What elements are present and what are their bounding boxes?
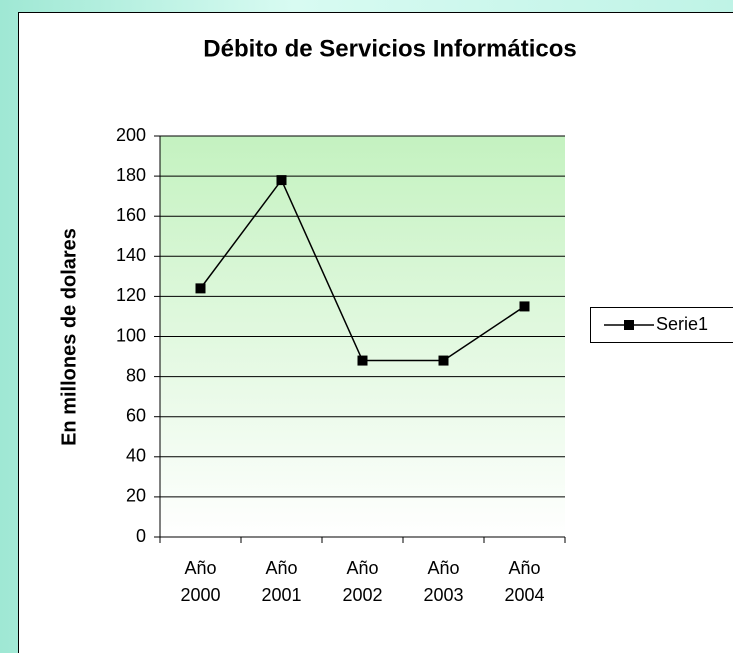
legend-marker bbox=[624, 320, 634, 330]
y-tick-label: 60 bbox=[126, 405, 146, 425]
chart-title: Débito de Servicios Informáticos bbox=[203, 35, 576, 62]
marker bbox=[276, 175, 287, 186]
x-tick-label: Año 2003 bbox=[423, 558, 464, 605]
y-tick-label: 120 bbox=[116, 285, 146, 305]
x-tick-label: Año 2000 bbox=[180, 558, 221, 605]
marker bbox=[438, 355, 449, 366]
y-axis-label: En millones de dolares bbox=[58, 228, 80, 446]
y-tick-label: 100 bbox=[116, 325, 146, 345]
legend-label: Serie1 bbox=[656, 314, 708, 334]
x-tick-label: Año 2002 bbox=[342, 558, 383, 605]
y-tick-label: 40 bbox=[126, 446, 146, 466]
marker bbox=[195, 283, 206, 294]
y-tick-label: 160 bbox=[116, 205, 146, 225]
y-tick-label: 20 bbox=[126, 486, 146, 506]
marker bbox=[519, 301, 530, 312]
y-tick-label: 200 bbox=[116, 125, 146, 145]
marker bbox=[357, 355, 368, 366]
y-tick-label: 80 bbox=[126, 365, 146, 385]
y-tick-label: 180 bbox=[116, 165, 146, 185]
y-tick-label: 140 bbox=[116, 245, 146, 265]
x-tick-label: Año 2004 bbox=[504, 558, 545, 605]
y-tick-label: 0 bbox=[136, 526, 146, 546]
x-tick-label: Año 2001 bbox=[261, 558, 302, 605]
